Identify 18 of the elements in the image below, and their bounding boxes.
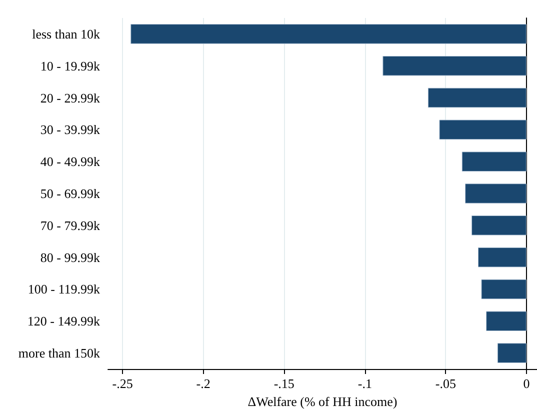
x-tick-label: -.1 [358, 376, 372, 391]
y-tick-label: 40 - 49.99k [40, 154, 100, 170]
y-tick-label: 80 - 99.99k [40, 250, 100, 265]
y-tick-label: 50 - 69.99k [40, 186, 100, 201]
x-tick-label: -.15 [274, 376, 294, 391]
x-tick-label: -.25 [112, 376, 133, 391]
y-tick-label: 70 - 79.99k [40, 218, 100, 233]
x-tick-label: 0 [523, 376, 530, 391]
x-tick-label: -.05 [435, 376, 456, 391]
y-tick-label: 120 - 149.99k [27, 314, 100, 329]
y-tick-label: 20 - 29.99k [40, 90, 100, 106]
y-tick-label: 10 - 19.99k [40, 58, 100, 74]
y-tick-label: 30 - 39.99k [40, 122, 100, 138]
y-tick-label: more than 150k [18, 346, 100, 361]
y-tick-label: less than 10k [32, 26, 100, 42]
x-tick-label: -.2 [196, 376, 210, 391]
y-tick-label: 100 - 119.99k [28, 282, 100, 297]
x-axis-title: ΔWelfare (% of HH income) [248, 394, 398, 409]
